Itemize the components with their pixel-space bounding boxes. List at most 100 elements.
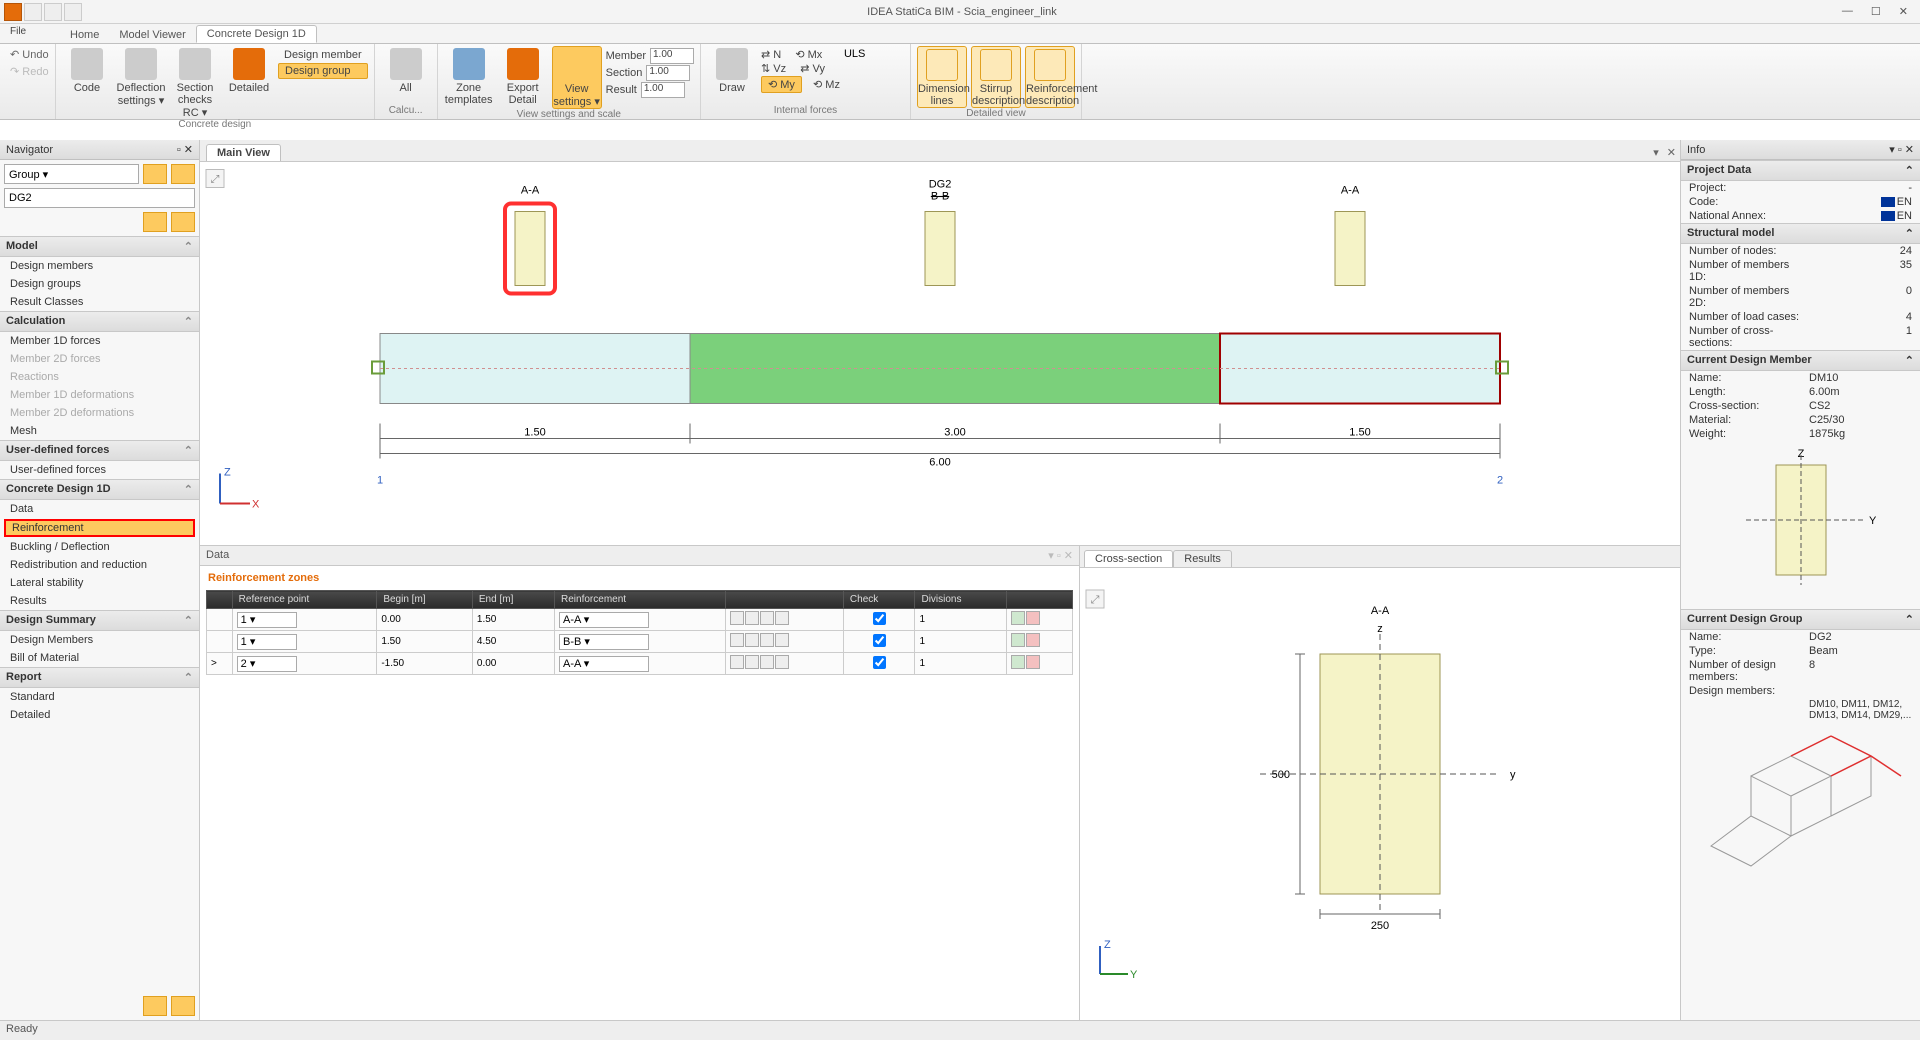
nav-section-model[interactable]: Model⌃	[0, 236, 199, 257]
nav-section-udf[interactable]: User-defined forces⌃	[0, 440, 199, 461]
begin-cell[interactable]: 0.00	[377, 609, 473, 631]
row-actions[interactable]	[1011, 655, 1040, 669]
nav-item[interactable]: Member 2D deformations	[0, 404, 199, 422]
data-panel-buttons[interactable]: ▾ ▫ ✕	[1048, 549, 1073, 562]
n-icon[interactable]: ⇄ N	[761, 48, 781, 61]
nav-btn-icon[interactable]	[171, 996, 195, 1016]
reinf-desc-button[interactable]: Reinforcement description	[1025, 46, 1075, 108]
row-actions[interactable]	[1011, 633, 1040, 647]
pin-icon[interactable]: ▫ ✕	[177, 143, 193, 156]
nav-item[interactable]: Lateral stability	[0, 574, 199, 592]
member-scale-select[interactable]: 1.00	[650, 48, 694, 64]
uls-select[interactable]: ULS	[844, 48, 904, 60]
nav-item[interactable]: Member 2D forces	[0, 350, 199, 368]
nav-item[interactable]: Buckling / Deflection	[0, 538, 199, 556]
dg-select[interactable]: DG2	[4, 188, 195, 208]
nav-item[interactable]: Result Classes	[0, 293, 199, 311]
divisions-cell[interactable]: 1	[915, 609, 1007, 631]
end-cell[interactable]: 1.50	[472, 609, 554, 631]
tab-model-viewer[interactable]: Model Viewer	[109, 27, 195, 43]
zone-templates-button[interactable]: Zone templates	[444, 46, 494, 106]
nav-item[interactable]: User-defined forces	[0, 461, 199, 479]
export-detail-button[interactable]: Export Detail	[498, 46, 548, 106]
qat-icon[interactable]	[4, 3, 22, 21]
main-view-tab[interactable]: Main View	[206, 144, 281, 161]
nav-item[interactable]: Detailed	[0, 706, 199, 724]
row-selector[interactable]	[207, 631, 233, 653]
result-scale-select[interactable]: 1.00	[641, 82, 685, 98]
deflection-settings-button[interactable]: Deflection settings ▾	[116, 46, 166, 107]
nav-btn-icon[interactable]	[143, 212, 167, 232]
row-selector[interactable]	[207, 609, 233, 631]
row-actions[interactable]	[1011, 611, 1040, 625]
stirrup-desc-button[interactable]: Stirrup description	[971, 46, 1021, 108]
reinf-tools[interactable]	[730, 633, 789, 647]
check-checkbox[interactable]	[873, 656, 886, 669]
nav-section-rp[interactable]: Report⌃	[0, 667, 199, 688]
nav-item[interactable]: Bill of Material	[0, 649, 199, 667]
divisions-cell[interactable]: 1	[915, 631, 1007, 653]
draw-button[interactable]: Draw	[707, 46, 757, 94]
undo-button[interactable]: ↶ Undo	[6, 46, 56, 63]
view-settings-button[interactable]: View settings ▾	[552, 46, 602, 109]
reinf-select[interactable]: B-B ▾	[559, 634, 649, 650]
section-checks-button[interactable]: Section checks RC ▾	[170, 46, 220, 119]
row-selector[interactable]: >	[207, 653, 233, 675]
close-button[interactable]: ✕	[1899, 5, 1908, 18]
minimize-button[interactable]: —	[1842, 5, 1853, 18]
nav-item[interactable]: Design groups	[0, 275, 199, 293]
begin-cell[interactable]: 1.50	[377, 631, 473, 653]
ref-point-select[interactable]: 1 ▾	[237, 634, 297, 650]
nav-item[interactable]: Member 1D deformations	[0, 386, 199, 404]
nav-item[interactable]: Mesh	[0, 422, 199, 440]
tab-home[interactable]: Home	[60, 27, 109, 43]
dimension-lines-button[interactable]: Dimension lines	[917, 46, 967, 108]
nav-item[interactable]: Design members	[0, 257, 199, 275]
nav-section-ds[interactable]: Design Summary⌃	[0, 610, 199, 631]
redo-button[interactable]: ↷ Redo	[6, 63, 56, 80]
cross-section-view[interactable]: ⤢ A-A z y 500 250	[1080, 568, 1680, 1020]
mz-icon[interactable]: ⟲ Mz	[813, 78, 840, 91]
ref-point-select[interactable]: 1 ▾	[237, 612, 297, 628]
nav-btn-icon[interactable]	[171, 212, 195, 232]
view-menu-icon[interactable]: ▾	[1649, 144, 1663, 161]
nav-item[interactable]: Design Members	[0, 631, 199, 649]
check-checkbox[interactable]	[873, 612, 886, 625]
vy-icon[interactable]: ⇄ Vy	[800, 62, 825, 75]
reinf-tools[interactable]	[730, 655, 789, 669]
results-tab[interactable]: Results	[1173, 550, 1232, 567]
nav-btn-icon[interactable]	[171, 164, 195, 184]
design-member-button[interactable]: Design member	[278, 48, 368, 62]
file-tab[interactable]: File	[10, 26, 26, 37]
vz-icon[interactable]: ⇅ Vz	[761, 62, 786, 75]
end-cell[interactable]: 0.00	[472, 653, 554, 675]
info-panel-buttons[interactable]: ▾ ▫ ✕	[1889, 143, 1914, 156]
begin-cell[interactable]: -1.50	[377, 653, 473, 675]
nav-section-cd[interactable]: Concrete Design 1D⌃	[0, 479, 199, 500]
main-view[interactable]: A-A DG2 B-B A-A	[200, 162, 1680, 546]
calc-all-button[interactable]: All	[381, 46, 431, 94]
cross-section-tab[interactable]: Cross-section	[1084, 550, 1173, 567]
nav-item[interactable]: Results	[0, 592, 199, 610]
my-icon[interactable]: ⟲ My	[761, 76, 802, 93]
nav-item[interactable]: Reactions	[0, 368, 199, 386]
nav-item[interactable]: Standard	[0, 688, 199, 706]
detailed-button[interactable]: Detailed	[224, 46, 274, 94]
code-button[interactable]: Code	[62, 46, 112, 94]
nav-item[interactable]: Data	[0, 500, 199, 518]
divisions-cell[interactable]: 1	[915, 653, 1007, 675]
qat-icon[interactable]	[44, 3, 62, 21]
ref-point-select[interactable]: 2 ▾	[237, 656, 297, 672]
section-scale-select[interactable]: 1.00	[646, 65, 690, 81]
view-close-icon[interactable]: ✕	[1663, 144, 1680, 161]
group-select[interactable]: Group ▾	[4, 164, 139, 184]
design-group-button[interactable]: Design group	[278, 63, 368, 79]
nav-btn-icon[interactable]	[143, 996, 167, 1016]
qat-icon[interactable]	[24, 3, 42, 21]
nav-btn-icon[interactable]	[143, 164, 167, 184]
nav-section-calc[interactable]: Calculation⌃	[0, 311, 199, 332]
nav-item[interactable]: Redistribution and reduction	[0, 556, 199, 574]
end-cell[interactable]: 4.50	[472, 631, 554, 653]
nav-item[interactable]: Member 1D forces	[0, 332, 199, 350]
reinf-select[interactable]: A-A ▾	[559, 656, 649, 672]
